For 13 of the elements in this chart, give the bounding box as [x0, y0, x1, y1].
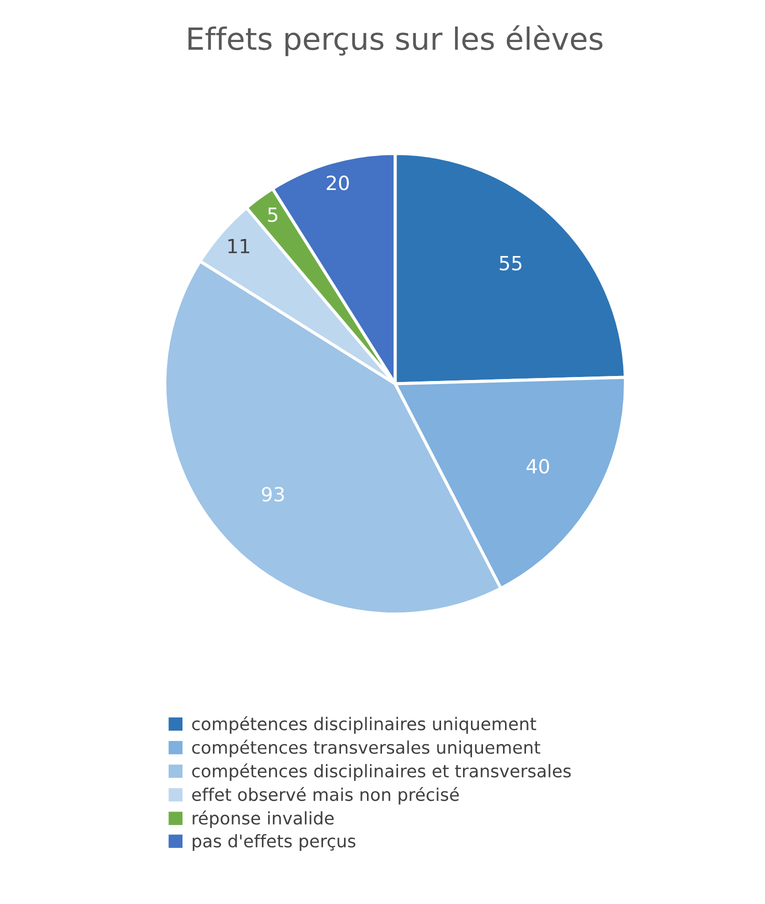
data-label: 5 — [268, 208, 278, 222]
data-label: 20 — [326, 176, 349, 190]
chart-title: Effets perçus sur les élèves — [188, 25, 602, 56]
legend-label: effet observé mais non précisé — [192, 786, 459, 804]
legend-label: réponse invalide — [192, 810, 334, 828]
legend-label: compétences transversales uniquement — [192, 740, 540, 758]
data-label: 93 — [262, 486, 284, 502]
legend-label: compétences disciplinaires uniquement — [192, 716, 536, 734]
legend-label: compétences disciplinaires et transversales — [192, 763, 571, 781]
data-label: 11 — [228, 239, 250, 254]
data-label: 55 — [500, 256, 522, 271]
legend-label: pas d'effets perçus — [192, 834, 356, 851]
data-label: 40 — [526, 458, 550, 474]
